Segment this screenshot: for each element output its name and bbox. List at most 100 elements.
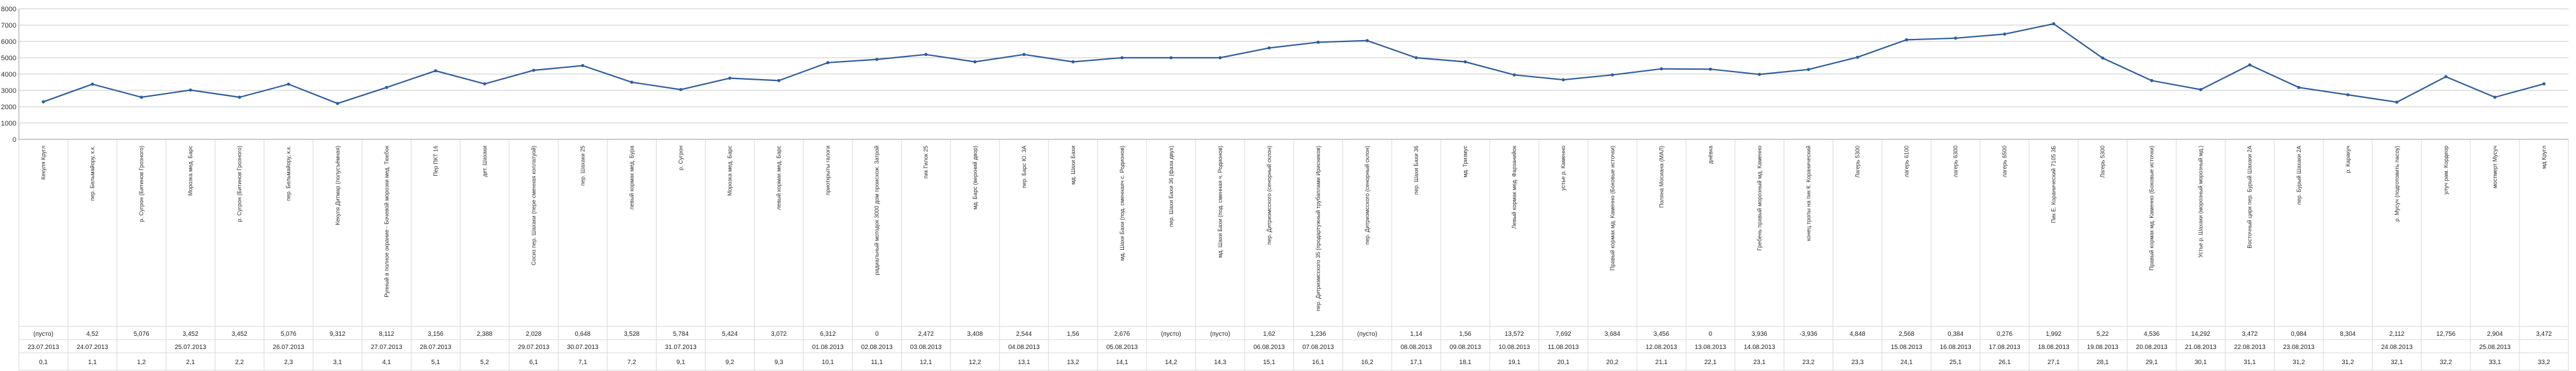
- category-label: р. Мусуч (подготовить пасоу): [2394, 146, 2400, 222]
- table-date: 23.07.2013: [28, 344, 59, 351]
- table-date: 14.08.2013: [1744, 344, 1775, 351]
- data-point: [630, 80, 633, 84]
- data-point: [728, 77, 732, 80]
- table-id: 5,1: [431, 359, 440, 366]
- table-date: 02.08.2013: [861, 344, 893, 351]
- table-date: 17.08.2013: [1989, 344, 2021, 351]
- data-point: [287, 82, 290, 86]
- category-label: Кекуля Кругл: [40, 146, 46, 180]
- data-point: [973, 60, 977, 63]
- table-value: 1,62: [1263, 331, 1275, 338]
- table-date: 29.07.2013: [518, 344, 549, 351]
- data-point: [1414, 56, 1418, 60]
- table-id: 15,1: [1263, 359, 1275, 366]
- table-id: 29,1: [2146, 359, 2158, 366]
- data-point: [90, 82, 94, 86]
- table-value: 0,384: [1948, 331, 1963, 338]
- table-value: (пусто): [1357, 331, 1377, 338]
- category-label: р. Сугрон: [678, 146, 684, 170]
- table-value: 5,424: [722, 331, 738, 338]
- table-date: 23.08.2013: [2283, 344, 2315, 351]
- y-tick-label: 5000: [1, 55, 16, 62]
- table-date: 15.08.2013: [1891, 344, 1922, 351]
- category-label: Морозка мед. Барс: [187, 146, 194, 196]
- table-id: 20,1: [1557, 359, 1569, 366]
- table-date: 18.08.2013: [2038, 344, 2070, 351]
- table-date: 24.08.2013: [2381, 344, 2413, 351]
- table-id: 11,1: [871, 359, 883, 366]
- category-label: мд. Шахи Бахи (под. сменнаяч с. Родионов…: [1119, 146, 1125, 261]
- table-date: 12.08.2013: [1645, 344, 1677, 351]
- table-value: 9,312: [330, 331, 346, 338]
- table-date: 27.07.2013: [371, 344, 402, 351]
- elevation-series: [41, 22, 2546, 105]
- table-value: 2,544: [1016, 331, 1032, 338]
- category-label: Пик Е. Коранический 7105 3Б: [2051, 146, 2057, 223]
- table-value: 2,112: [2389, 331, 2405, 338]
- table-id: 7,1: [578, 359, 587, 366]
- table-value: 3,452: [232, 331, 248, 338]
- data-point: [2052, 22, 2056, 26]
- table-date: 16.08.2013: [1940, 344, 1971, 351]
- category-label: лагерь 6300: [1953, 146, 1959, 178]
- table-id: 21,1: [1656, 359, 1668, 366]
- category-label: левый кормак мед. Бура: [629, 146, 635, 210]
- table-date: 25.07.2013: [175, 344, 206, 351]
- table-id: 33,2: [2538, 359, 2550, 366]
- table-date: 20.08.2013: [2136, 344, 2168, 351]
- category-label: пер. Дитриэмсского (сенорный склон): [1266, 146, 1272, 245]
- table-id: 32,2: [2440, 359, 2452, 366]
- table-id: 31,2: [2342, 359, 2354, 366]
- data-point: [237, 95, 241, 99]
- table-date: 05.08.2013: [1106, 344, 1138, 351]
- data-point: [1904, 38, 1908, 41]
- data-point: [532, 68, 535, 72]
- data-point: [1659, 67, 1663, 71]
- data-point: [1708, 67, 1712, 71]
- category-label: пер. Бельмайору, к.к.: [89, 146, 96, 201]
- table-value: 2,388: [477, 331, 493, 338]
- table-id: 2,2: [235, 359, 244, 366]
- category-label: Восточный цирк пер. Бурый Шахаки 2А: [2247, 146, 2253, 249]
- table-value: 6,312: [820, 331, 836, 338]
- table-date: 11.08.2013: [1548, 344, 1580, 351]
- category-label: р. Сугрон (Битинов Грозного): [138, 146, 145, 222]
- table-value: 2,472: [918, 331, 934, 338]
- table-id: 9,1: [677, 359, 685, 366]
- table-id: 26,1: [1999, 359, 2011, 366]
- table-date: 22.08.2013: [2234, 344, 2266, 351]
- data-point: [924, 53, 928, 56]
- table-date: 09.08.2013: [1449, 344, 1481, 351]
- category-label: Рунный в полное окрание - Бочевой морозк…: [383, 146, 390, 298]
- data-point: [1267, 46, 1271, 50]
- table-id: 23,3: [1852, 359, 1864, 366]
- y-tick-label: 1000: [1, 120, 16, 127]
- table-id: 9,3: [775, 359, 783, 366]
- table-value: 3,156: [428, 331, 444, 338]
- data-point: [1120, 56, 1124, 60]
- table-id: 7,2: [628, 359, 636, 366]
- category-label: левый кормак мед. Барс: [776, 146, 782, 210]
- table-value: 5,784: [673, 331, 689, 338]
- table-id: 6,1: [529, 359, 538, 366]
- table-value: 0,276: [1997, 331, 2012, 338]
- category-label: пик Гилок 25: [923, 146, 929, 179]
- table-id: 17,1: [1410, 359, 1422, 366]
- table-id: 0,1: [39, 359, 48, 366]
- table-value: 13,572: [1505, 331, 1524, 338]
- table-id: 23,1: [1754, 359, 1766, 366]
- category-label: конец тропы на пик К. Коранический: [1805, 146, 1811, 241]
- category-label: Пер ПКТ 16: [432, 146, 439, 176]
- table-value: 3,408: [967, 331, 983, 338]
- data-point: [777, 78, 781, 82]
- table-date: 13.08.2013: [1695, 344, 1726, 351]
- table-date: 24.07.2013: [77, 344, 108, 351]
- category-label: пер. Бурый Шахаки 2А: [2296, 146, 2302, 205]
- y-axis: 0 1000 2000 3000 4000 5000 6000 7000 8000: [1, 6, 19, 144]
- table-id: 1,1: [88, 359, 97, 366]
- data-point: [1071, 60, 1075, 63]
- table-value: 0,984: [2291, 331, 2306, 338]
- category-label: Поляна Мосиана (МАЛ): [1658, 146, 1664, 208]
- category-label: пер. Дитриэмсского (сенорный склон): [1364, 146, 1370, 245]
